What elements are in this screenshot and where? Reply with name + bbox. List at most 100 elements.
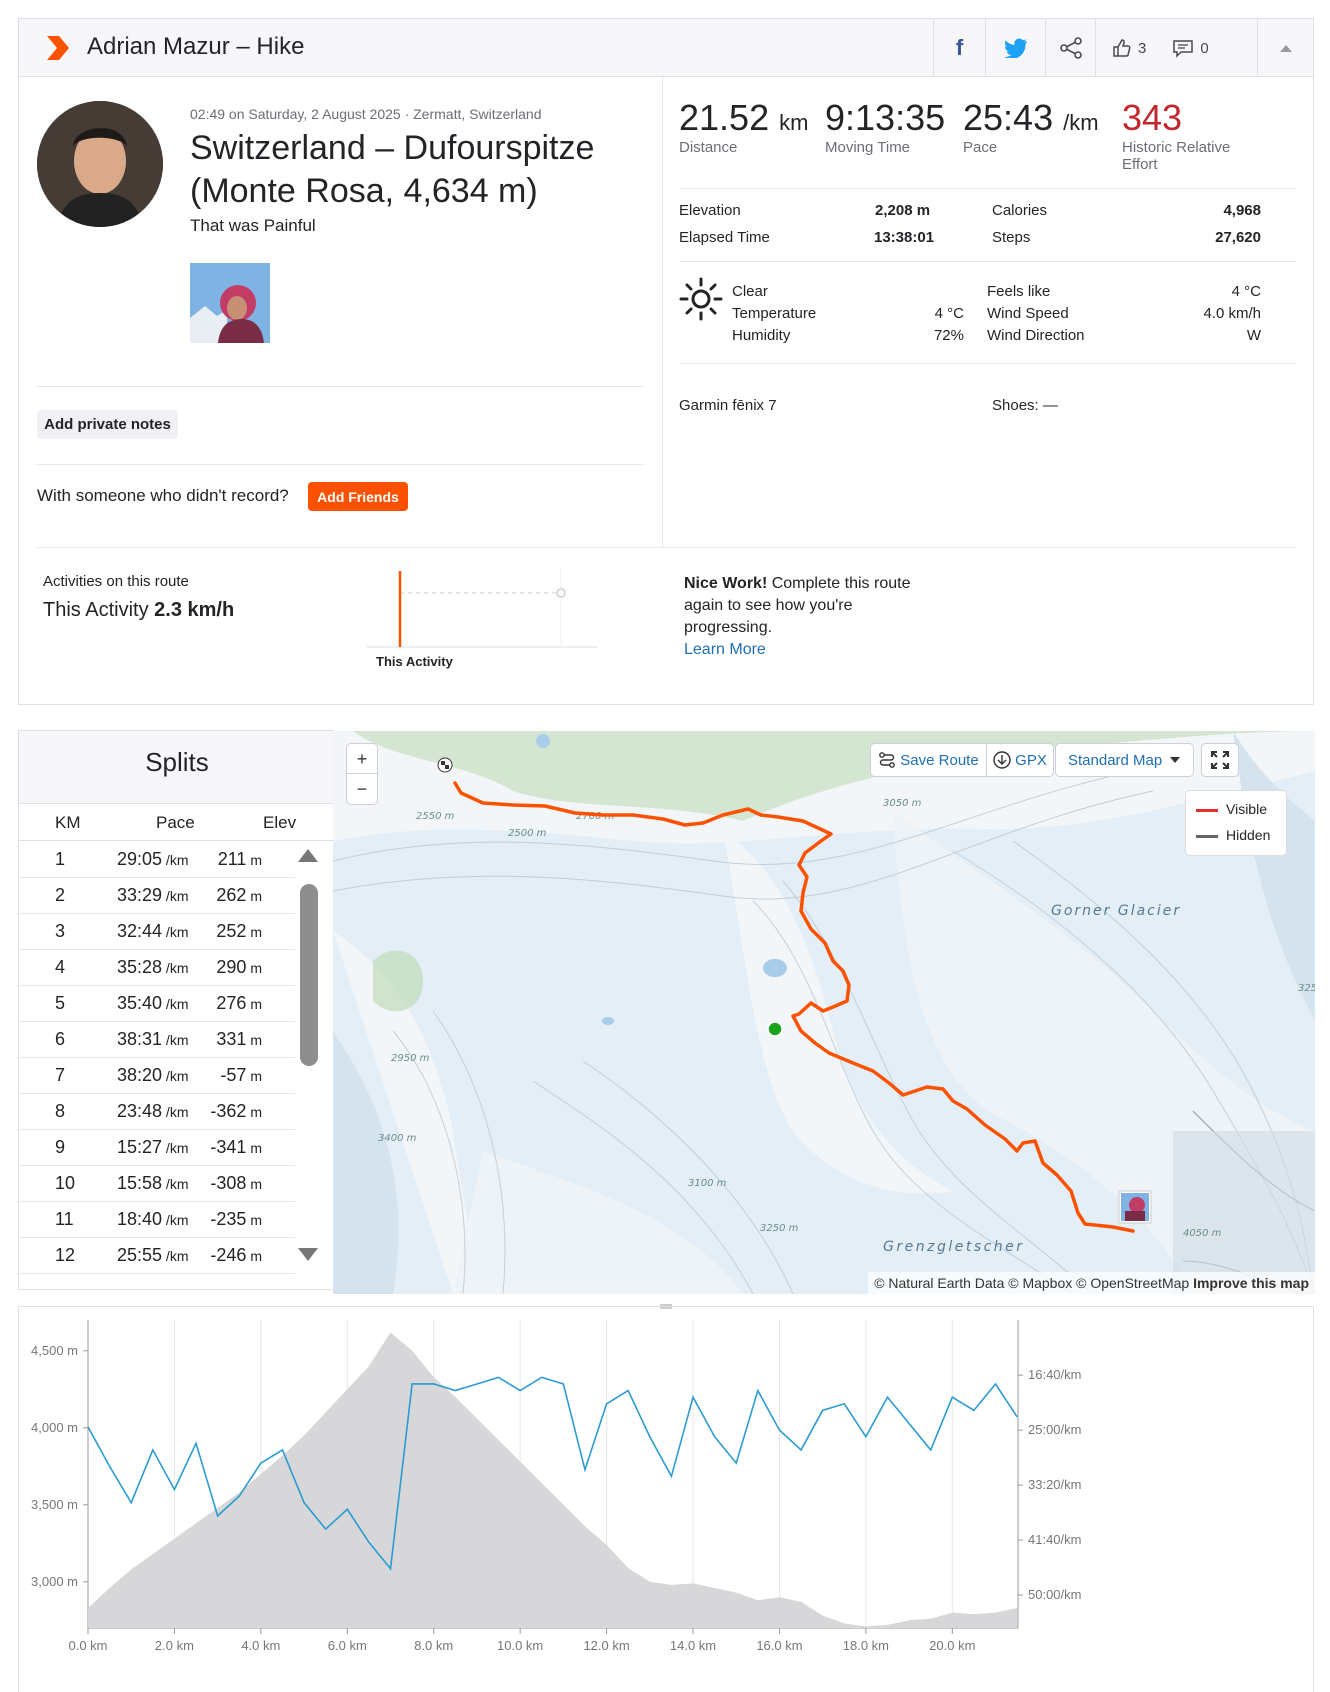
y2-tick-label: 16:40/km xyxy=(1028,1367,1081,1382)
map-canvas: 2550 m 2500 m 2700 m 3050 m 2950 m 3400 … xyxy=(333,731,1315,1294)
split-row[interactable]: 9 15:27 /km -341 m xyxy=(19,1129,295,1166)
route-map[interactable]: 2550 m 2500 m 2700 m 3050 m 2950 m 3400 … xyxy=(333,731,1315,1294)
athlete-avatar[interactable] xyxy=(37,101,163,227)
activity-title-line2: (Monte Rosa, 4,634 m) xyxy=(190,172,538,210)
zoom-out-button[interactable]: − xyxy=(347,774,377,804)
split-row[interactable]: 5 35:40 /km 276 m xyxy=(19,985,295,1022)
moving-time-label: Moving Time xyxy=(825,139,911,156)
gpx-download-button[interactable]: GPX xyxy=(987,744,1053,776)
distance-value: 21.52 xyxy=(679,97,770,138)
split-km: 8 xyxy=(55,1101,66,1121)
save-route-button[interactable]: Save Route xyxy=(871,744,987,776)
stat-relative-effort[interactable]: 343 Historic Relative Effort xyxy=(1122,97,1230,173)
with-someone-text: With someone who didn't record? xyxy=(37,486,289,505)
add-private-notes-button[interactable]: Add private notes xyxy=(37,410,178,439)
start-marker[interactable] xyxy=(767,1021,783,1037)
split-elev: 211 m xyxy=(217,849,262,869)
photo-image xyxy=(190,263,270,343)
route-line xyxy=(453,781,1135,1233)
x-tick-label: 10.0 km xyxy=(497,1638,543,1653)
split-km: 6 xyxy=(55,1029,66,1049)
elapsed-time-value: 13:38:01 xyxy=(874,229,935,246)
y2-tick-label: 41:40/km xyxy=(1028,1532,1081,1547)
col-pace: Pace xyxy=(156,813,195,832)
facebook-icon: f xyxy=(955,35,964,60)
route-chart-label: This Activity xyxy=(376,654,453,669)
activity-description: That was Painful xyxy=(190,216,316,235)
distance-label: Distance xyxy=(679,139,738,156)
thumbs-up-icon xyxy=(1113,39,1131,57)
twitter-share-button[interactable] xyxy=(985,19,1045,77)
x-tick-label: 2.0 km xyxy=(155,1638,194,1653)
x-tick-label: 0.0 km xyxy=(68,1638,107,1653)
split-pace: 23:48 /km xyxy=(117,1101,189,1121)
temperature-label: Temperature xyxy=(732,305,817,322)
scroll-down-icon[interactable] xyxy=(297,1247,319,1263)
zoom-in-button[interactable]: + xyxy=(347,744,377,774)
finish-flag-icon[interactable] xyxy=(437,757,453,773)
split-row[interactable]: 3 32:44 /km 252 m xyxy=(19,913,295,950)
splits-header-row: KM Pace Elev xyxy=(19,803,333,841)
x-tick-label: 20.0 km xyxy=(929,1638,975,1653)
route-label: Activities on this route xyxy=(43,573,189,590)
activity-meta: 02:49 on Saturday, 2 August 2025 · Zerma… xyxy=(190,106,542,122)
map-type-label: Standard Map xyxy=(1068,751,1163,769)
kudos-button[interactable]: 3 0 xyxy=(1095,19,1217,77)
elapsed-time-label: Elapsed Time xyxy=(679,229,770,246)
learn-more-link[interactable]: Learn More xyxy=(684,641,766,658)
photo-map-marker[interactable] xyxy=(1118,1190,1152,1224)
scroll-up-icon[interactable] xyxy=(297,847,319,863)
wind-direction-label: Wind Direction xyxy=(987,327,1085,344)
x-tick-label: 12.0 km xyxy=(583,1638,629,1653)
split-row[interactable]: 6 38:31 /km 331 m xyxy=(19,1021,295,1058)
activity-card: Adrian Mazur – Hike f 3 0 02:49 on Satur… xyxy=(18,18,1314,705)
split-elev: -308 m xyxy=(210,1173,262,1193)
split-row[interactable]: 12 25:55 /km -246 m xyxy=(19,1237,295,1274)
split-km: 5 xyxy=(55,993,66,1013)
split-elev: 276 m xyxy=(216,993,262,1013)
split-row[interactable]: 1 29:05 /km 211 m xyxy=(19,841,295,878)
facebook-share-button[interactable]: f xyxy=(933,19,985,77)
improve-map-link[interactable]: Improve this map xyxy=(1193,1275,1309,1291)
pace-unit: /km xyxy=(1063,110,1099,135)
elevation-value: 2,208 m xyxy=(875,202,931,219)
add-friends-button[interactable]: Add Friends xyxy=(308,482,408,511)
y-tick-label: 4,000 m xyxy=(31,1420,78,1435)
split-row[interactable]: 2 33:29 /km 262 m xyxy=(19,877,295,914)
route-icon xyxy=(879,752,896,768)
map-type-select[interactable]: Standard Map xyxy=(1056,744,1193,776)
comment-count: 0 xyxy=(1200,39,1209,57)
split-row[interactable]: 7 38:20 /km -57 m xyxy=(19,1057,295,1094)
elevation-pace-chart[interactable]: 0.0 km 2.0 km 4.0 km 6.0 km 8.0 km 10.0 km 12.… xyxy=(18,1306,1314,1692)
contour-label-2500: 2500 m xyxy=(508,828,547,839)
x-tick-label: 8.0 km xyxy=(414,1638,453,1653)
y-tick-label: 4,500 m xyxy=(31,1343,78,1358)
y2-tick-label: 33:20/km xyxy=(1028,1477,1081,1492)
route-comparison-chart xyxy=(367,567,597,648)
legend-hidden-label: Hidden xyxy=(1226,827,1271,843)
split-pace: 25:55 /km xyxy=(117,1245,189,1265)
split-row[interactable]: 11 18:40 /km -235 m xyxy=(19,1201,295,1238)
attribution-text[interactable]: © Natural Earth Data © Mapbox © OpenStre… xyxy=(874,1275,1190,1291)
resize-handle-icon[interactable] xyxy=(659,1303,673,1311)
split-pace: 33:29 /km xyxy=(117,885,189,905)
fullscreen-button[interactable] xyxy=(1202,744,1238,776)
split-row[interactable]: 4 35:28 /km 290 m xyxy=(19,949,295,986)
label-grenzgletscher: Grenzgletscher xyxy=(883,1239,1025,1255)
split-km: 7 xyxy=(55,1065,66,1085)
split-km: 11 xyxy=(55,1209,74,1229)
split-row[interactable]: 8 23:48 /km -362 m xyxy=(19,1093,295,1130)
share-button[interactable] xyxy=(1045,19,1095,77)
activity-photo-thumbnail[interactable] xyxy=(190,263,270,343)
chevron-up-icon xyxy=(1279,45,1292,52)
x-tick-label: 18.0 km xyxy=(843,1638,889,1653)
elevation-area xyxy=(88,1332,1018,1628)
splits-scrollbar-thumb[interactable] xyxy=(300,884,318,1066)
stat-pace: 25:43 /km Pace xyxy=(963,97,1099,156)
kudos-count: 3 xyxy=(1138,39,1147,57)
collapse-button[interactable] xyxy=(1257,19,1313,77)
splits-panel: Splits KM Pace Elev 1 29:05 /km 211 m 2 33:2… xyxy=(18,730,334,1290)
split-pace: 38:20 /km xyxy=(117,1065,189,1085)
calories-value: 4,968 xyxy=(1223,202,1261,219)
split-row[interactable]: 10 15:58 /km -308 m xyxy=(19,1165,295,1202)
